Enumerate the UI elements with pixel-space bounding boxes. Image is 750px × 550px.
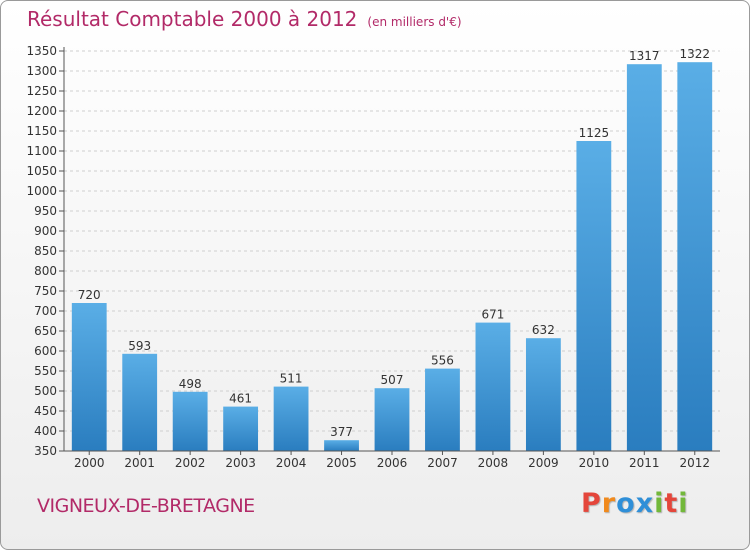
bar-value-label: 632 [532, 323, 555, 337]
bar-2003 [223, 406, 259, 451]
y-tick-label: 1100 [26, 144, 57, 158]
bar-value-label: 1125 [579, 126, 610, 140]
logo-letter: r [601, 488, 617, 519]
x-tick-label: 2012 [679, 456, 710, 470]
logo-letter: o [616, 488, 636, 519]
bar-value-label: 1322 [679, 47, 710, 61]
y-tick-label: 1150 [26, 124, 57, 138]
bar-value-label: 1317 [629, 49, 660, 63]
bar-2008 [475, 322, 511, 451]
bar-value-label: 556 [431, 354, 454, 368]
bar-value-label: 377 [330, 425, 353, 439]
bar-value-label: 461 [229, 392, 252, 406]
bar-value-label: 498 [179, 377, 202, 391]
logo-letter: i [678, 488, 689, 519]
bar-2009 [525, 338, 561, 451]
y-tick-label: 750 [34, 284, 57, 298]
bar-2010 [576, 141, 612, 451]
x-tick-label: 2007 [427, 456, 458, 470]
y-tick-label: 1300 [26, 64, 57, 78]
bars: 720 593 498 461 511 377 507 556 671 632 1125 1317 13… [71, 47, 713, 451]
x-tick-label: 2004 [276, 456, 307, 470]
x-tick-label: 2006 [377, 456, 408, 470]
bar-value-label: 593 [128, 339, 151, 353]
y-tick-label: 1250 [26, 84, 57, 98]
y-tick-label: 500 [34, 384, 57, 398]
x-tick-label: 2010 [579, 456, 610, 470]
y-tick-label: 800 [34, 264, 57, 278]
x-tick-label: 2000 [74, 456, 105, 470]
y-tick-label: 400 [34, 424, 57, 438]
bar-2005 [324, 440, 359, 451]
y-tick-label: 550 [34, 364, 57, 378]
x-tick-label: 2009 [528, 456, 559, 470]
y-tick-label: 1200 [26, 104, 57, 118]
y-tick-label: 600 [34, 344, 57, 358]
bar-value-label: 671 [481, 308, 504, 322]
proxiti-logo: Proxiti [581, 488, 689, 519]
bar-2006 [374, 388, 410, 451]
y-tick-label: 850 [34, 244, 57, 258]
y-tick-label: 350 [34, 444, 57, 458]
bar-value-label: 511 [280, 372, 303, 386]
logo-letter: P [581, 488, 602, 519]
x-tick-label: 2003 [225, 456, 256, 470]
commune-name: VIGNEUX-DE-BRETAGNE [37, 495, 255, 517]
bar-value-label: 507 [381, 373, 404, 387]
chart-title: Résultat Comptable 2000 à 2012 (en millie… [27, 7, 462, 31]
chart-subtitle: (en milliers d'€) [367, 15, 462, 29]
x-tick-label: 2008 [478, 456, 509, 470]
x-tick-label: 2001 [124, 456, 155, 470]
y-tick-label: 1000 [26, 184, 57, 198]
logo-letter: i [654, 488, 665, 519]
x-tick-label: 2005 [326, 456, 357, 470]
x-tick-label: 2002 [175, 456, 206, 470]
title-text: Résultat Comptable 2000 à 2012 [27, 7, 358, 31]
logo-letter: x [635, 488, 655, 519]
bar-2001 [122, 353, 158, 451]
y-tick-label: 1350 [26, 44, 57, 58]
bar-value-label: 720 [78, 288, 101, 302]
bar-2007 [425, 368, 460, 451]
y-tick-label: 1050 [26, 164, 57, 178]
bar-2012 [677, 62, 713, 451]
y-tick-label: 450 [34, 404, 57, 418]
y-tick-label: 900 [34, 224, 57, 238]
bar-2002 [172, 391, 208, 451]
y-tick-label: 700 [34, 304, 57, 318]
y-tick-label: 950 [34, 204, 57, 218]
y-tick-label: 650 [34, 324, 57, 338]
logo-letter: t [664, 488, 679, 519]
bar-2011 [626, 64, 662, 451]
bar-2000 [71, 303, 107, 451]
bar-2004 [273, 386, 309, 451]
x-tick-label: 2011 [629, 456, 660, 470]
axes: 350 400 450 500 550 600 650 700 750 800 850 900 950 1… [26, 44, 720, 470]
